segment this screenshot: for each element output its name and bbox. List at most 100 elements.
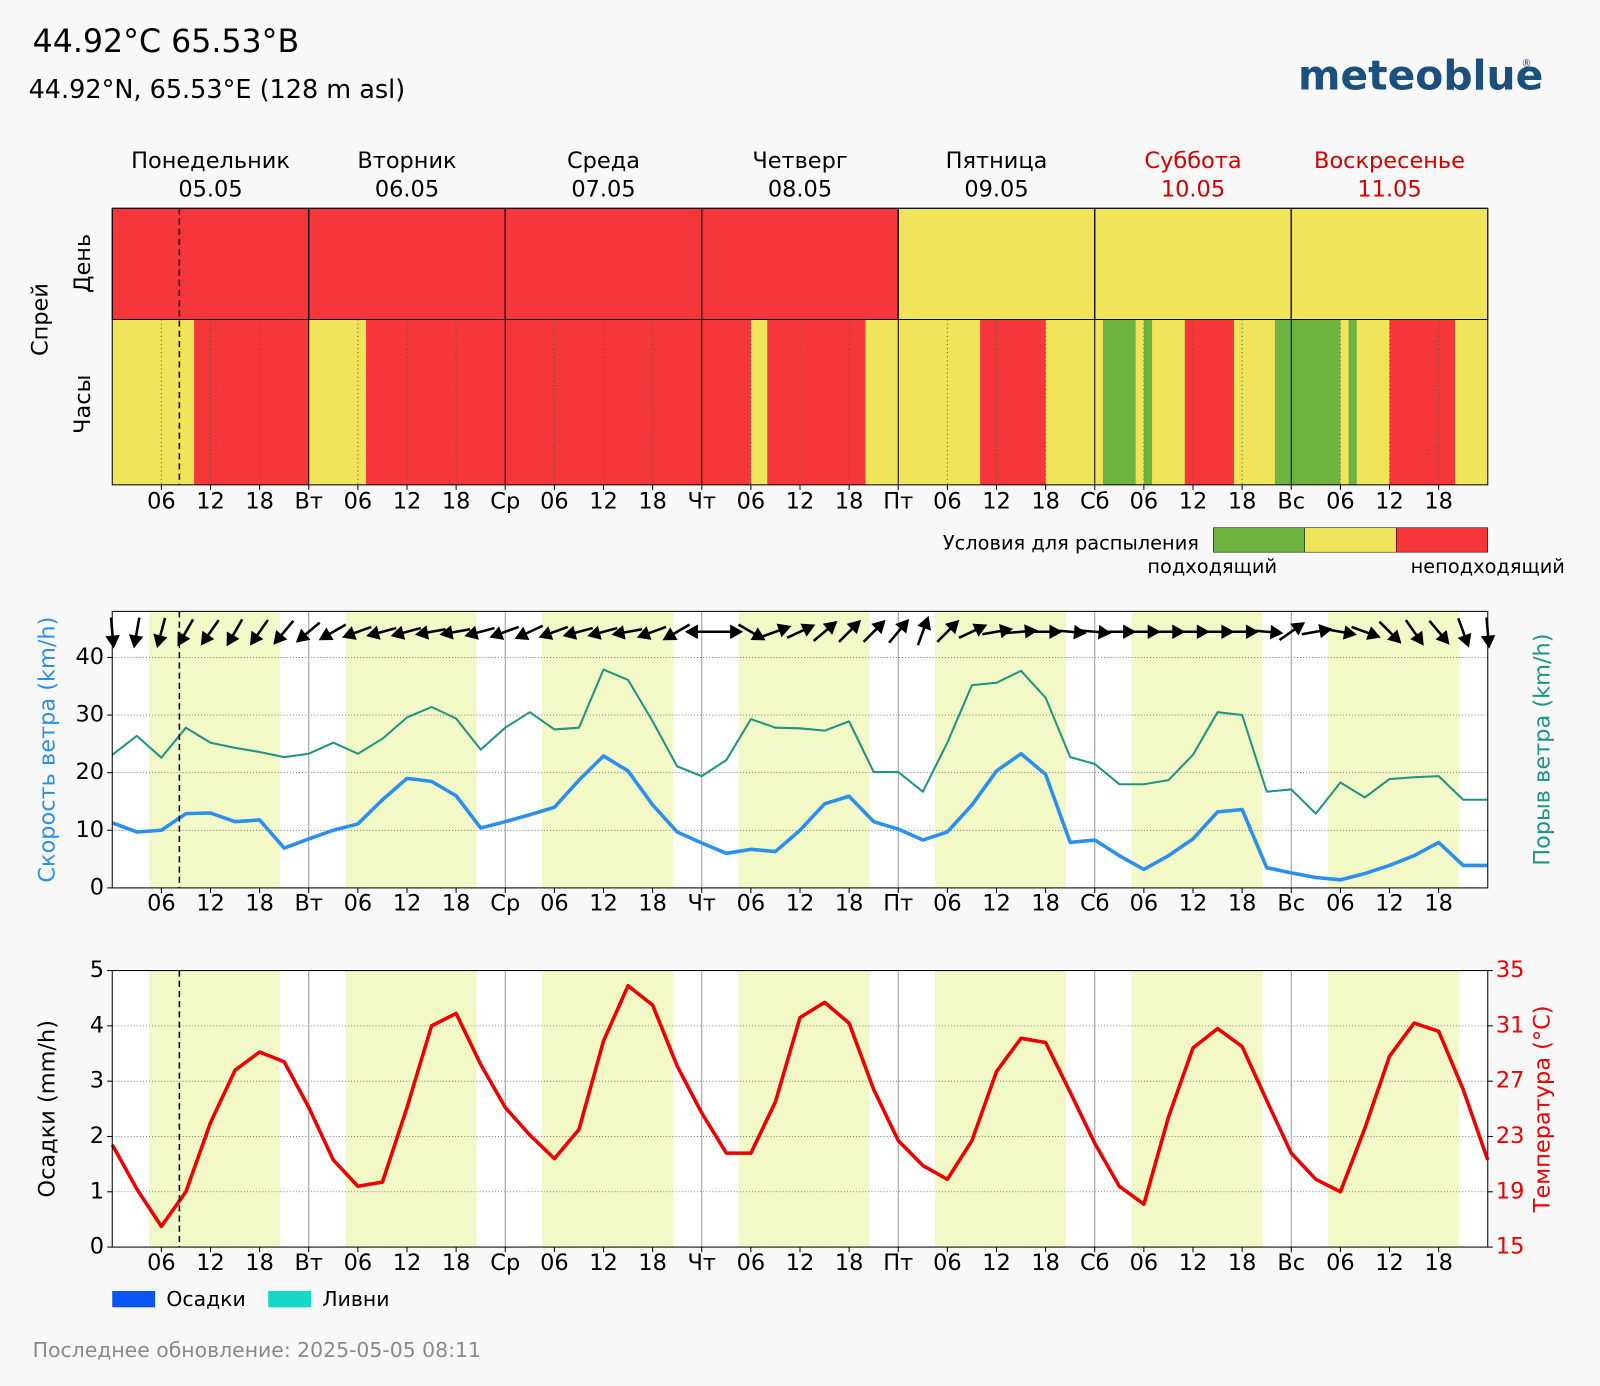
x-tick-label: Вт [295, 1250, 323, 1276]
wind-arrow [1227, 624, 1260, 640]
hour-cell [619, 319, 629, 485]
hour-cell [1127, 319, 1137, 485]
wind-arrow [489, 625, 520, 640]
hour-cell [1168, 319, 1178, 485]
hour-cell [1070, 319, 1079, 485]
hour-cell [521, 319, 531, 485]
wind-arrow [439, 625, 471, 640]
wind-arrow [812, 620, 838, 642]
hour-cell [971, 319, 981, 485]
wind-arrow [153, 617, 168, 649]
logo: meteoblue [1298, 52, 1543, 100]
hour-cell [341, 319, 351, 485]
hour-cell [906, 319, 916, 485]
day-cell [1290, 207, 1489, 321]
hour-cell [840, 319, 850, 485]
x-tick-label: Сб [1080, 891, 1110, 917]
hour-cell [1086, 319, 1096, 485]
hour-cell [374, 319, 383, 485]
hour-cell [554, 319, 563, 485]
wind-arrow [1031, 624, 1063, 640]
hour-cell [226, 319, 236, 485]
hour-cell [726, 319, 735, 485]
hour-cell [136, 319, 146, 485]
daylight-band [935, 970, 1067, 1248]
hour-cell [1201, 319, 1210, 485]
hour-cell [1463, 319, 1472, 485]
wind-arrow [786, 623, 816, 639]
wind-arrow [862, 619, 886, 643]
x-tick-label: 12 [589, 489, 618, 515]
x-tick-label: Ср [490, 489, 520, 515]
hour-cell [931, 319, 940, 485]
wind-arrow [916, 615, 931, 646]
hour-cell [1332, 319, 1341, 485]
hour-cell [1381, 319, 1390, 485]
footer: Последнее обновление: 2025-05-05 08:11 [33, 1338, 481, 1362]
hour-cell [1053, 319, 1063, 485]
hour-cell [1111, 319, 1120, 485]
hour-cell [750, 319, 760, 485]
wind-arrow [366, 625, 397, 640]
daylight-band [542, 611, 674, 888]
y2-tick-label: 27 [1496, 1068, 1525, 1094]
hour-cell [1029, 319, 1038, 485]
x-tick-label: 18 [245, 489, 274, 515]
x-tick-label: 18 [1424, 489, 1453, 515]
day-cell [308, 207, 506, 321]
x-tick-label: 12 [1375, 1250, 1404, 1276]
hour-cell [1291, 319, 1300, 485]
legend-swatch [112, 1290, 156, 1308]
hour-cell [890, 319, 899, 485]
hour-cell [1283, 319, 1292, 485]
wind-arrow [200, 619, 220, 646]
day-date: 05.05 [178, 176, 242, 202]
y2-tick-label: 31 [1496, 1012, 1525, 1038]
hour-cell [881, 319, 891, 485]
hour-cell [153, 319, 162, 485]
hour-cell [1307, 319, 1317, 485]
hour-cell [398, 319, 408, 485]
hour-cell [235, 319, 244, 485]
hour-cell [660, 319, 670, 485]
wind-arrow [1203, 624, 1235, 640]
wind-arrow [538, 625, 569, 640]
hour-cell [668, 319, 678, 485]
wind-arrow [464, 625, 495, 640]
hour-cell [194, 319, 203, 485]
x-tick-label: 12 [393, 891, 422, 917]
hour-cell [357, 319, 367, 485]
hour-cell [1143, 319, 1153, 485]
y2-tick-label: 35 [1496, 957, 1525, 983]
hour-cell [800, 319, 809, 485]
hour-cell [406, 319, 416, 485]
hour-cell [603, 319, 613, 485]
day-name: Суббота [1144, 148, 1241, 174]
wind-arrow [712, 624, 744, 640]
hour-cell [505, 319, 514, 485]
x-tick-label: 12 [982, 891, 1011, 917]
hour-cell [1119, 319, 1128, 485]
x-tick-label: 18 [1031, 489, 1060, 515]
hour-cell [300, 319, 310, 485]
y-tick-label: 5 [90, 957, 104, 983]
wind-arrow [341, 625, 372, 640]
wind-arrow [1055, 624, 1088, 640]
series-line [111, 751, 1488, 882]
x-tick-label: 18 [442, 1250, 471, 1276]
daylight-band [542, 970, 674, 1248]
daylight-band [1131, 970, 1263, 1248]
x-tick-label: 12 [196, 891, 225, 917]
day-name: Воскресенье [1314, 148, 1465, 174]
hour-cell [1250, 319, 1259, 485]
hour-cell [275, 319, 285, 485]
hour-cell [832, 319, 842, 485]
wind-arrow [414, 625, 446, 640]
y-tick-label: 4 [90, 1012, 104, 1038]
x-tick-label: 18 [245, 891, 274, 917]
hour-cell [1184, 319, 1194, 485]
hour-cell [824, 319, 834, 485]
day-name: Понедельник [131, 148, 290, 174]
hour-cell [1414, 319, 1423, 485]
x-tick-label: 06 [1130, 489, 1159, 515]
